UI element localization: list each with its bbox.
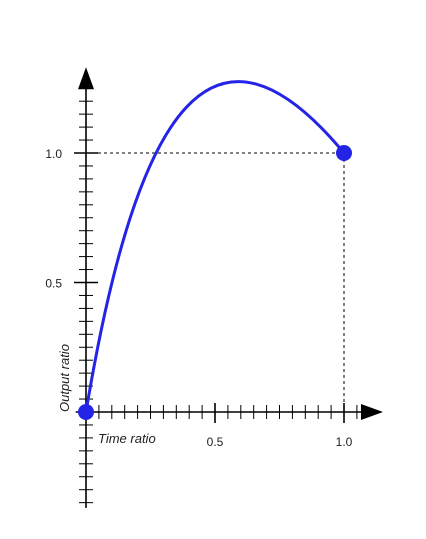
x-tick-label-1: 1.0 bbox=[336, 435, 353, 449]
x-axis-title: Time ratio bbox=[98, 431, 156, 446]
x-axis-arrow bbox=[360, 404, 383, 420]
y-axis-arrow bbox=[78, 67, 94, 90]
y-tick-label-0: 0.5 bbox=[45, 277, 62, 291]
endpoints bbox=[78, 145, 352, 420]
endpoint-1 bbox=[336, 145, 352, 161]
y-tick-label-1: 1.0 bbox=[45, 147, 62, 161]
major-ticks bbox=[74, 152, 345, 423]
x-tick-label-0: 0.5 bbox=[207, 435, 224, 449]
y-axis-title: Output ratio bbox=[57, 344, 72, 412]
series-line bbox=[84, 80, 346, 414]
axes bbox=[75, 67, 383, 508]
guide-lines bbox=[98, 152, 345, 412]
endpoint-0 bbox=[78, 404, 94, 420]
tick-labels: 1.0 0.5 0.5 1.0 bbox=[45, 147, 352, 449]
